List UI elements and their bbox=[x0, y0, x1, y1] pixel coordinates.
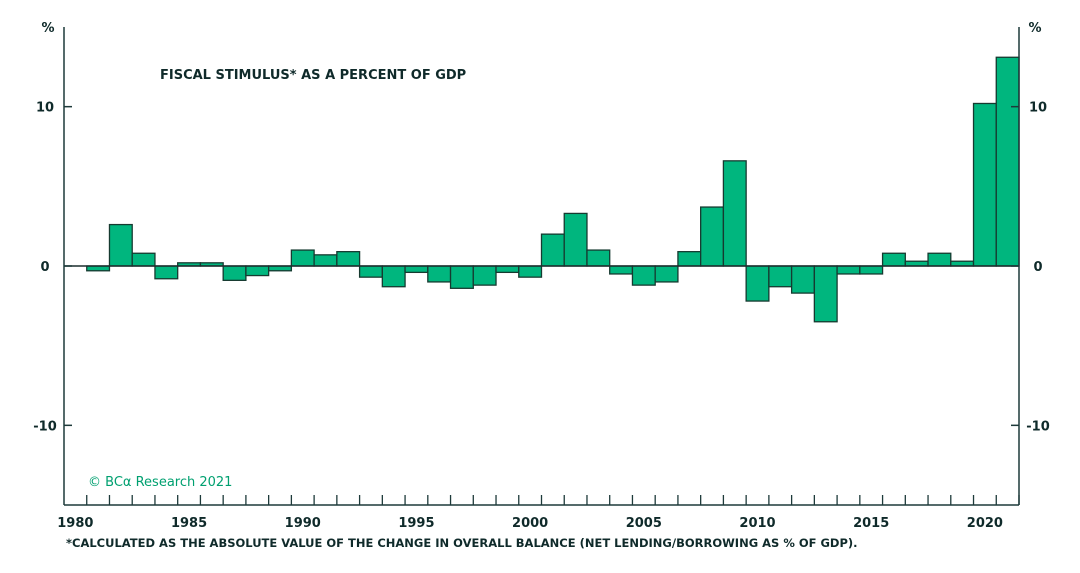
bar-1983 bbox=[131, 252, 156, 267]
bar-1988 bbox=[245, 265, 270, 277]
bar-1995 bbox=[404, 265, 429, 274]
x-tick-label-1995: 1995 bbox=[398, 516, 434, 531]
bar-1993 bbox=[358, 265, 383, 278]
x-tick-label-2005: 2005 bbox=[626, 516, 662, 531]
bar-2009 bbox=[722, 160, 747, 267]
bar-2003 bbox=[586, 249, 611, 267]
bar-2008 bbox=[700, 206, 725, 267]
y-tick-label-right-0: 0 bbox=[1033, 260, 1042, 275]
bar-2011 bbox=[768, 265, 793, 288]
x-tick-label-1985: 1985 bbox=[171, 516, 207, 531]
source-watermark: © BCα Research 2021 bbox=[88, 475, 232, 490]
y-label-left: % bbox=[41, 21, 54, 36]
bar-1990 bbox=[290, 249, 315, 267]
bar-2000 bbox=[518, 265, 543, 278]
bar-2020 bbox=[972, 102, 997, 267]
y-tick-label-left-10: 10 bbox=[36, 101, 54, 116]
y-label-right: % bbox=[1028, 21, 1041, 36]
bar-1991 bbox=[313, 254, 338, 267]
bar-2021 bbox=[995, 56, 1020, 267]
bar-2010 bbox=[745, 265, 770, 302]
bar-2005 bbox=[631, 265, 656, 286]
bar-1998 bbox=[472, 265, 497, 286]
ticks: 1980 1985 1990 1995 2000 2005 2010 2015 2020 -10 -… bbox=[33, 101, 1050, 531]
bar-1996 bbox=[427, 265, 452, 283]
bar-1984 bbox=[154, 265, 179, 280]
y-tick-label-right--10: -10 bbox=[1026, 419, 1050, 434]
chart-title: FISCAL STIMULUS* AS A PERCENT OF GDP bbox=[160, 68, 466, 83]
y-tick-label-left-0: 0 bbox=[40, 260, 49, 275]
bar-1982 bbox=[108, 223, 133, 267]
bar-2018 bbox=[927, 252, 952, 267]
bars bbox=[86, 56, 1020, 323]
bar-2014 bbox=[836, 265, 861, 275]
x-tick-label-1990: 1990 bbox=[285, 516, 321, 531]
bar-2001 bbox=[540, 233, 565, 267]
x-tick-label-2020: 2020 bbox=[967, 516, 1003, 531]
x-tick-label-2000: 2000 bbox=[512, 516, 548, 531]
bar-1997 bbox=[449, 265, 474, 289]
x-tick-label-2010: 2010 bbox=[739, 516, 775, 531]
bar-1994 bbox=[381, 265, 406, 288]
footnote: *CALCULATED AS THE ABSOLUTE VALUE OF THE… bbox=[66, 536, 858, 550]
bar-2004 bbox=[609, 265, 634, 275]
bar-2015 bbox=[859, 265, 884, 275]
bar-1987 bbox=[222, 265, 247, 281]
x-tick-label-2015: 2015 bbox=[853, 516, 889, 531]
bar-2002 bbox=[563, 212, 588, 267]
bar-2013 bbox=[813, 265, 838, 323]
bar-1992 bbox=[336, 251, 361, 267]
bar-1999 bbox=[495, 265, 520, 274]
bar-2012 bbox=[790, 265, 816, 294]
x-tick-label-1980: 1980 bbox=[57, 516, 93, 531]
bar-2007 bbox=[677, 251, 702, 267]
y-tick-label-right-10: 10 bbox=[1029, 101, 1047, 116]
bar-2016 bbox=[881, 252, 906, 267]
y-tick-label-left--10: -10 bbox=[33, 419, 57, 434]
bar-2006 bbox=[654, 265, 679, 283]
